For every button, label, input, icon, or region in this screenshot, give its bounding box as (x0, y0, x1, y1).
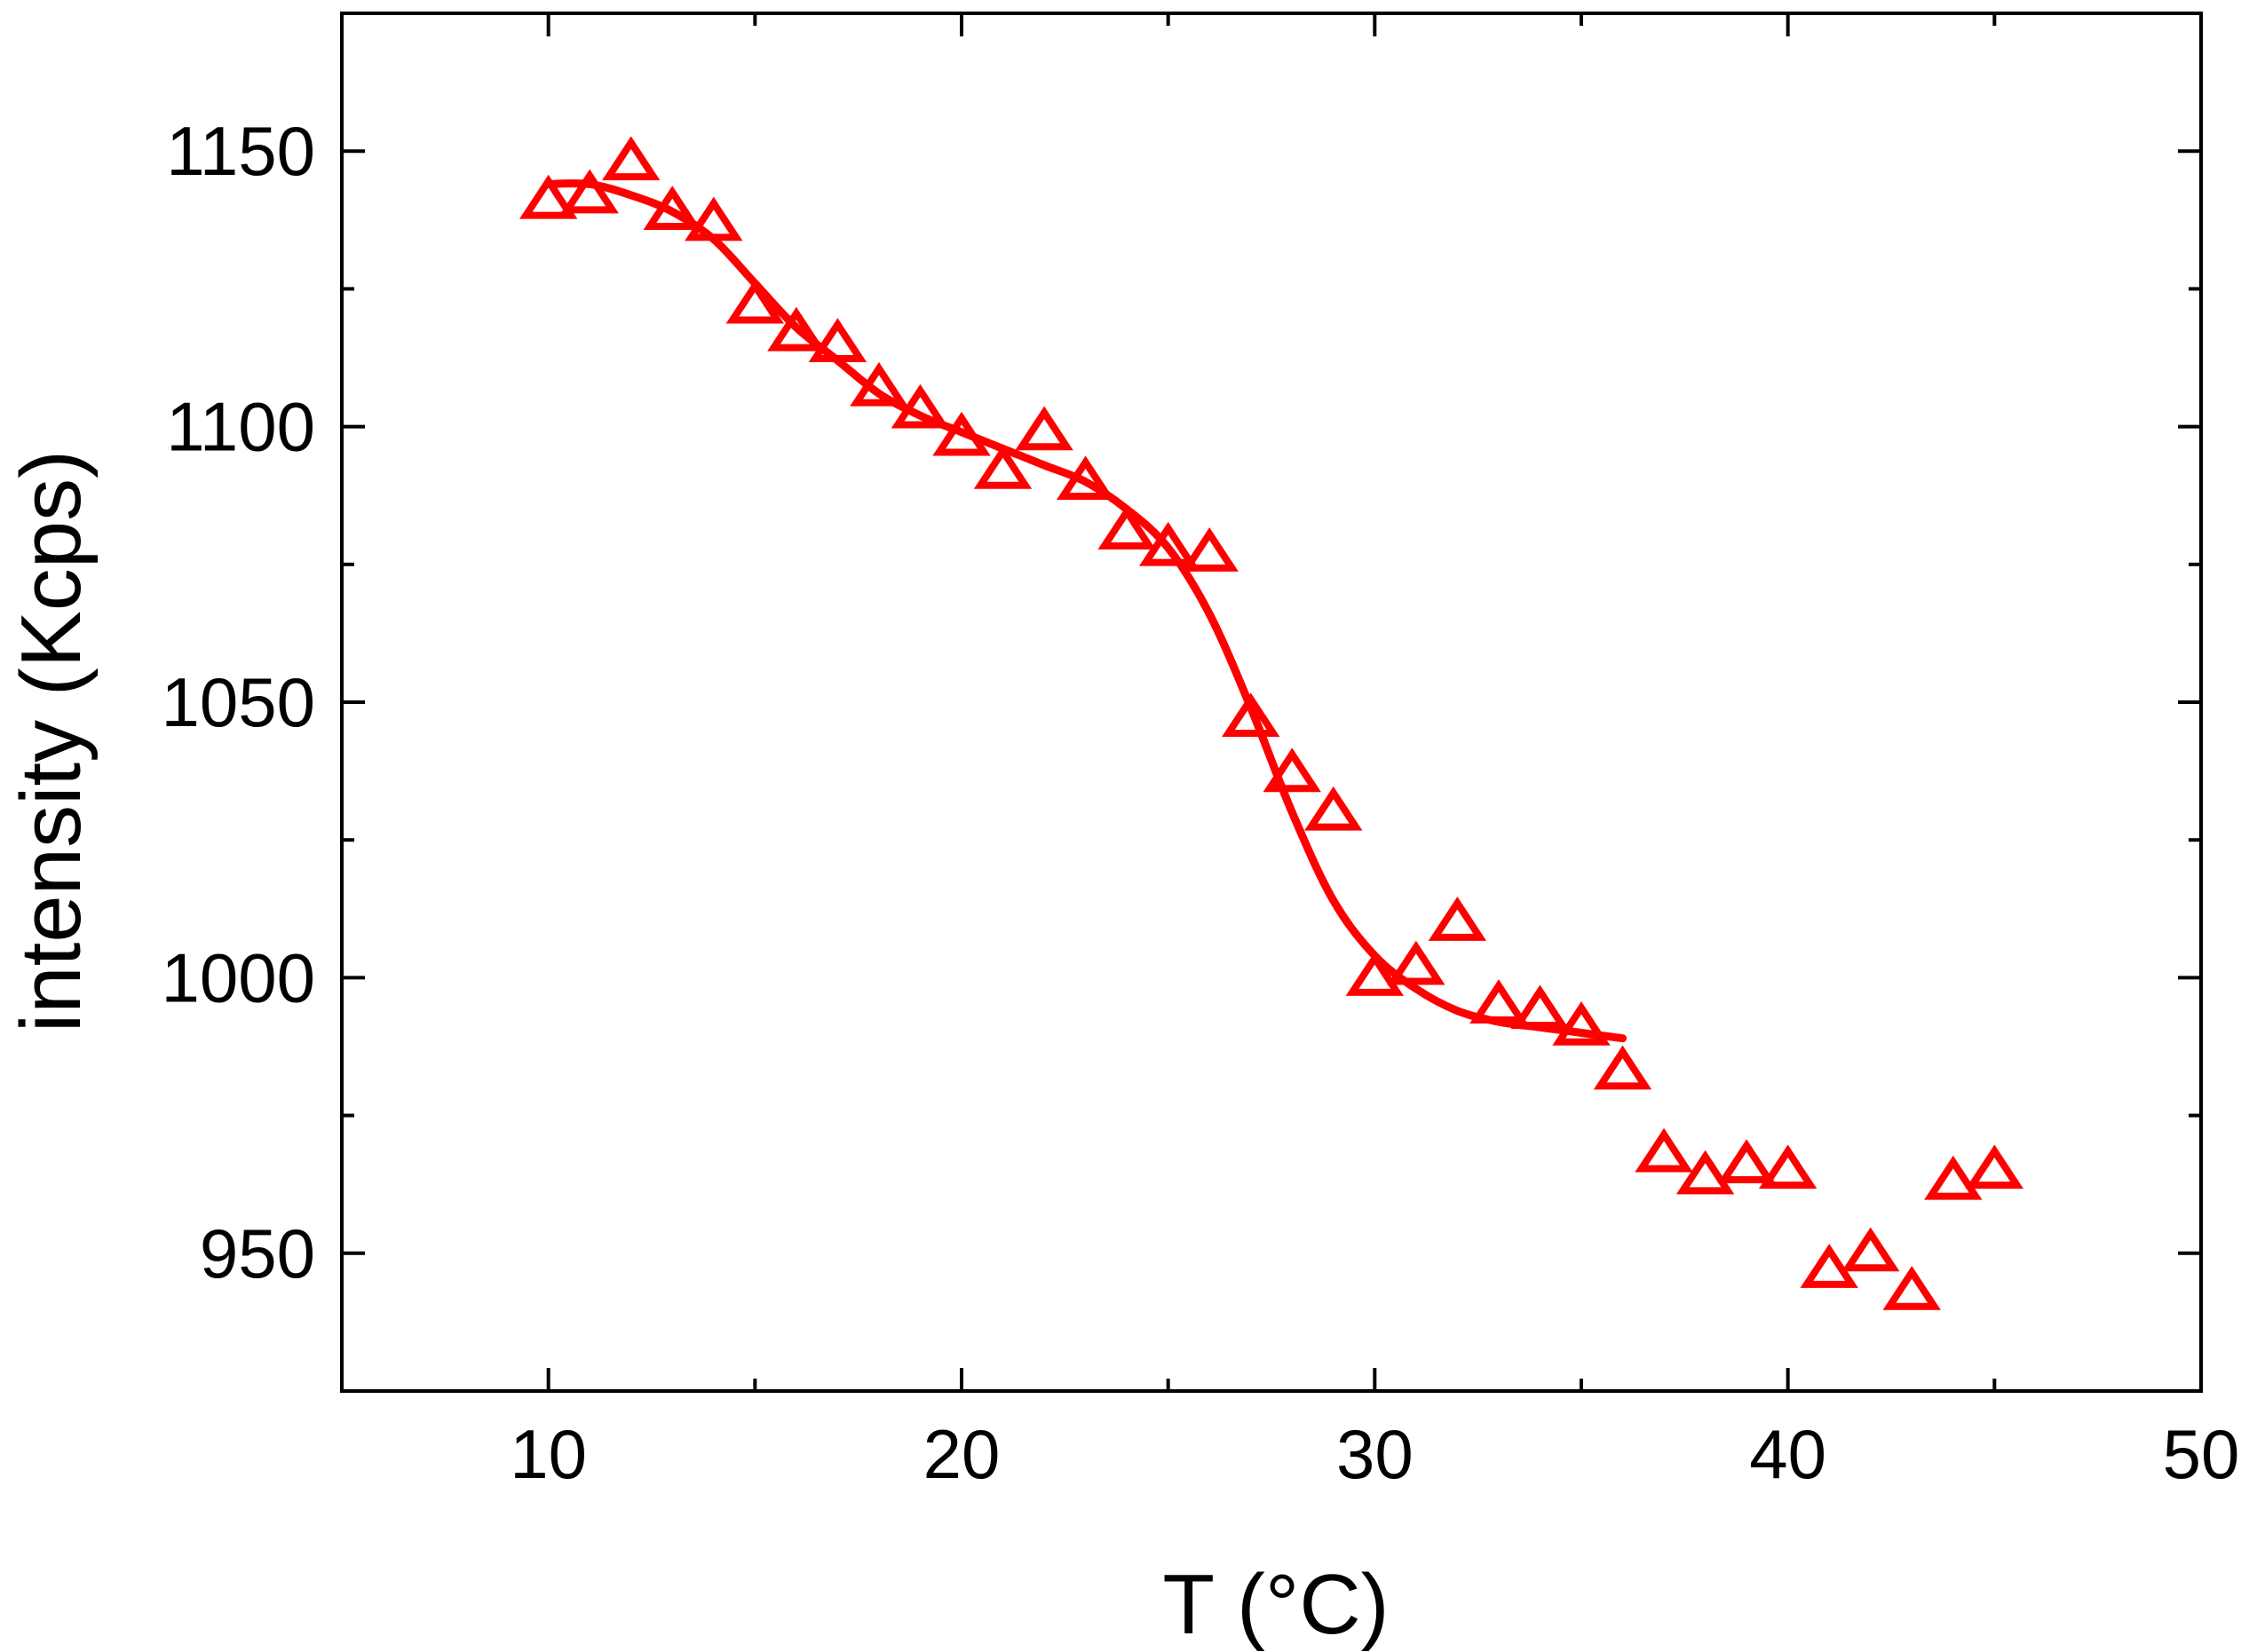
data-point-triangle (1924, 1155, 1983, 1200)
data-point-triangle (685, 196, 743, 241)
y-axis-title: intensity (Kcps) (4, 450, 99, 1032)
data-point-triangle (560, 169, 619, 214)
data-point-triangle (1097, 505, 1156, 550)
data-point-triangle (891, 383, 950, 429)
data-point-triangle (1263, 747, 1321, 793)
data-point-triangle (808, 318, 867, 362)
data-point-triangle (1758, 1144, 1817, 1190)
data-point-triangle (1428, 897, 1487, 941)
data-point-triangle (1304, 786, 1363, 831)
data-point-triangle (932, 411, 991, 456)
data-point-triangle (767, 306, 826, 352)
data-point-triangle (1965, 1144, 2024, 1190)
data-point-triangle (1717, 1139, 1776, 1183)
x-tick-labels: 10 20 30 40 50 (510, 1415, 2239, 1493)
data-point-triangle (1056, 455, 1115, 501)
x-tick-label: 20 (923, 1415, 1001, 1493)
data-point-triangle (1469, 979, 1528, 1024)
data-point-triangle (519, 174, 578, 219)
y-tick-label: 1150 (166, 112, 315, 190)
data-point-triangle (725, 279, 785, 324)
data-point-triangle (1345, 952, 1405, 996)
plot-frame (340, 12, 2203, 1393)
data-point-triangle (1552, 1000, 1611, 1046)
data-point-triangle (1675, 1150, 1735, 1195)
data-point-triangle (850, 361, 908, 407)
y-tick-label: 1000 (161, 938, 315, 1016)
x-tick-label: 40 (1749, 1415, 1826, 1493)
data-point-triangle (1015, 406, 1073, 451)
data-point-triangle (1800, 1244, 1858, 1288)
data-point-triangle (1635, 1127, 1693, 1173)
data-point-triangle (1180, 527, 1239, 572)
y-tick-label: 1050 (161, 663, 315, 741)
x-axis-title: T (°C) (1162, 1557, 1389, 1652)
y-tick-labels: 950 1000 1050 1100 1150 (161, 112, 315, 1292)
x-tick-label: 30 (1336, 1415, 1414, 1493)
data-point-triangle (1138, 521, 1198, 566)
data-point-triangle (643, 186, 701, 230)
y-tick-label: 1100 (166, 388, 315, 466)
data-point-triangle (1510, 984, 1570, 1030)
axis-ticks (342, 13, 2203, 1391)
plot-area (340, 12, 2203, 1393)
data-series (519, 136, 2024, 1310)
data-point-triangle (1882, 1265, 1941, 1310)
data-point-triangle (1222, 692, 1280, 738)
data-point-triangle (1387, 940, 1445, 985)
data-point-triangle (973, 444, 1033, 489)
data-point-triangle (602, 136, 661, 181)
y-tick-label: 950 (200, 1214, 315, 1292)
x-tick-label: 10 (510, 1415, 587, 1493)
data-point-triangle (1593, 1045, 1652, 1090)
data-point-triangle (1841, 1227, 1900, 1272)
x-tick-label: 50 (2163, 1415, 2240, 1493)
